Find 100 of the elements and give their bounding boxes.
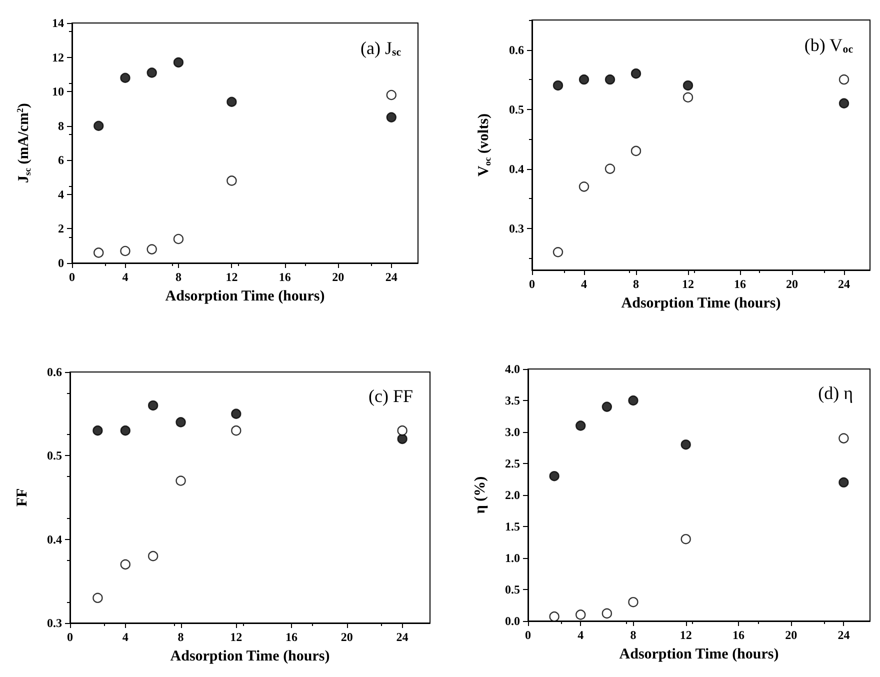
point	[148, 400, 158, 411]
point	[231, 425, 242, 436]
point	[226, 96, 237, 107]
point	[146, 68, 157, 78]
x-tick-label: 4	[122, 630, 128, 644]
y-tick-label: 0.3	[509, 221, 524, 236]
x-tick-label: 24	[838, 277, 850, 291]
x-axis-title: Adsorption Time (hours)	[621, 296, 781, 312]
point	[680, 534, 691, 544]
x-tick-label: 12	[682, 277, 694, 291]
point	[146, 244, 157, 254]
y-tick-label: 0.6	[509, 42, 524, 57]
point	[628, 597, 638, 608]
x-tick-label: 24	[838, 628, 850, 642]
x-tick-label: 24	[396, 630, 408, 644]
x-tick-label: 0	[69, 270, 75, 284]
x-tick-label: 8	[633, 277, 639, 291]
x-tick-label: 16	[278, 270, 291, 284]
x-tick-label: 20	[785, 628, 798, 642]
x-tick-label: 4	[581, 277, 587, 291]
y-tick-label: 1.0	[505, 551, 520, 565]
point	[682, 92, 694, 102]
x-tick-label: 20	[786, 277, 798, 291]
point	[838, 98, 850, 108]
x-tick-label: 16	[286, 630, 298, 644]
x-tick-label: 4	[578, 628, 584, 642]
point	[578, 74, 590, 85]
x-tick-label: 12	[226, 270, 238, 284]
x-tick-label: 0	[529, 277, 535, 291]
point	[120, 72, 130, 83]
y-tick-label: 0.5	[505, 582, 520, 596]
point	[120, 425, 130, 436]
y-axis-title: Voc (volts)	[476, 113, 492, 177]
x-tick-label: 20	[332, 270, 344, 284]
point	[630, 68, 642, 79]
point	[231, 408, 242, 419]
y-tick-label: 1.5	[505, 520, 520, 534]
x-tick-label: 20	[340, 630, 353, 644]
point	[602, 608, 612, 619]
y-tick-label: 2.0	[505, 488, 520, 502]
y-tick-label: 14	[52, 16, 64, 30]
point	[549, 471, 560, 482]
y-tick-label: 0.5	[47, 448, 62, 463]
y-tick-label: 0.6	[47, 365, 62, 379]
point	[148, 550, 158, 562]
x-tick-label: 12	[230, 630, 242, 644]
x-tick-label: 16	[732, 628, 744, 642]
x-tick-label: 24	[385, 270, 398, 284]
y-tick-label: 6	[58, 153, 64, 168]
point	[92, 592, 103, 603]
point	[552, 80, 564, 91]
point	[173, 234, 184, 244]
y-tick-label: 0.0	[505, 614, 520, 628]
y-tick-label: 2	[58, 222, 64, 236]
point	[549, 611, 560, 622]
y-tick-label: 0.4	[47, 532, 62, 546]
x-axis-title: Adsorption Time (hours)	[170, 648, 330, 664]
y-axis-title: FF	[14, 488, 30, 507]
y-axis-title: Jsc (mA/cm2)	[15, 103, 32, 183]
point	[602, 402, 612, 412]
point	[176, 476, 186, 486]
point	[682, 80, 694, 91]
point	[94, 248, 104, 258]
text: (d) η	[818, 383, 854, 403]
x-tick-label: 12	[680, 628, 692, 642]
x-tick-label: 8	[630, 628, 636, 642]
x-tick-label: 8	[178, 630, 184, 644]
point	[630, 146, 642, 156]
y-axis-title: η (%)	[472, 476, 488, 514]
y-tick-label: 3.5	[505, 394, 520, 408]
y-tick-label: 4.0	[505, 362, 520, 376]
point	[94, 120, 104, 131]
x-tick-label: 16	[734, 277, 746, 291]
point	[397, 425, 408, 436]
x-tick-label: 4	[122, 270, 128, 284]
point	[173, 57, 184, 68]
x-tick-label: 8	[175, 270, 182, 284]
point	[397, 434, 408, 444]
point	[628, 395, 638, 406]
point	[576, 420, 586, 431]
point	[120, 559, 130, 570]
point	[576, 610, 586, 620]
point	[226, 176, 237, 186]
y-tick-label: 0.5	[509, 102, 524, 116]
x-tick-label: 0	[67, 630, 73, 644]
y-tick-label: 8	[58, 118, 64, 133]
y-tick-label: 2.5	[505, 456, 520, 470]
point	[386, 90, 396, 100]
y-tick-label: 0.3	[47, 616, 62, 630]
point	[120, 246, 130, 256]
point	[386, 112, 396, 122]
y-tick-label: 0.4	[509, 162, 524, 176]
point	[838, 477, 849, 488]
x-axis-title: Adsorption Time (hours)	[165, 288, 325, 304]
point	[838, 433, 849, 444]
y-tick-label: 4	[58, 187, 64, 202]
point	[604, 74, 616, 85]
point	[578, 182, 590, 192]
y-tick-label: 10	[52, 84, 64, 99]
point	[604, 164, 616, 174]
